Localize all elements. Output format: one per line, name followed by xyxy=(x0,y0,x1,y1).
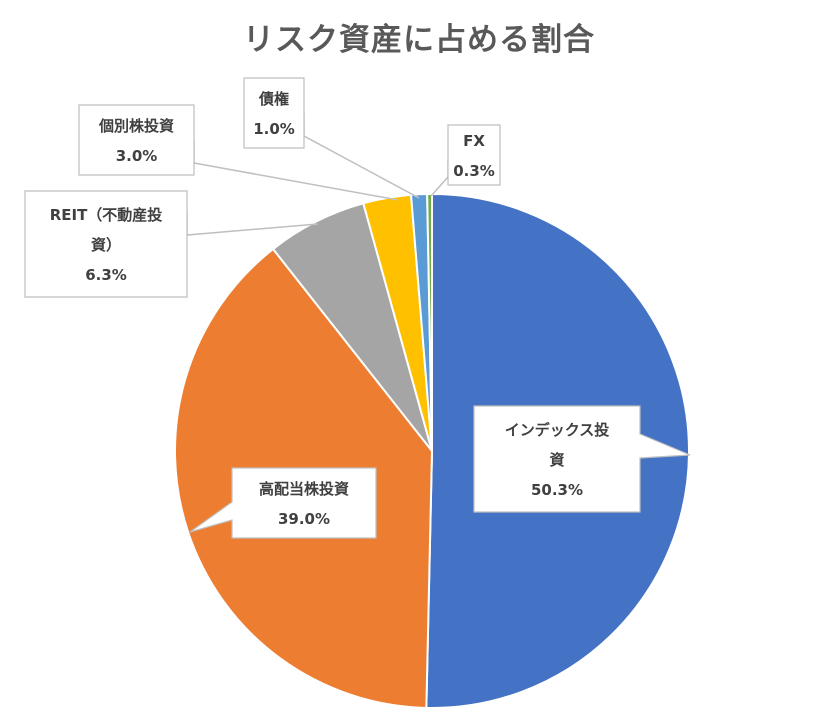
data-label-value: 1.0% xyxy=(253,120,295,138)
data-label-value: 3.0% xyxy=(116,147,158,165)
chart-title: リスク資産に占める割合 xyxy=(243,22,595,58)
data-label-value: 0.3% xyxy=(453,162,495,180)
data-label-category: 資 xyxy=(549,451,564,469)
data-label-category: 高配当株投資 xyxy=(259,480,349,498)
data-label-box xyxy=(473,405,691,513)
data-label-box xyxy=(189,467,377,539)
leader-line xyxy=(303,113,420,199)
data-label-box xyxy=(447,124,501,186)
data-label-value: 39.0% xyxy=(278,510,330,528)
data-label-category: 債権 xyxy=(258,90,289,108)
data-label-category: FX xyxy=(463,132,485,150)
data-label-box xyxy=(78,104,195,176)
data-label-box xyxy=(24,190,188,298)
data-label-category: REIT（不動産投 xyxy=(50,206,163,224)
data-label-category: 資） xyxy=(91,236,121,254)
data-label-value: 50.3% xyxy=(531,481,583,499)
data-label-box xyxy=(243,77,305,149)
leader-line xyxy=(430,160,449,197)
data-label-category: インデックス投 xyxy=(505,421,610,439)
data-label-category: 個別株投資 xyxy=(98,117,174,135)
data-label-value: 6.3% xyxy=(85,266,127,284)
